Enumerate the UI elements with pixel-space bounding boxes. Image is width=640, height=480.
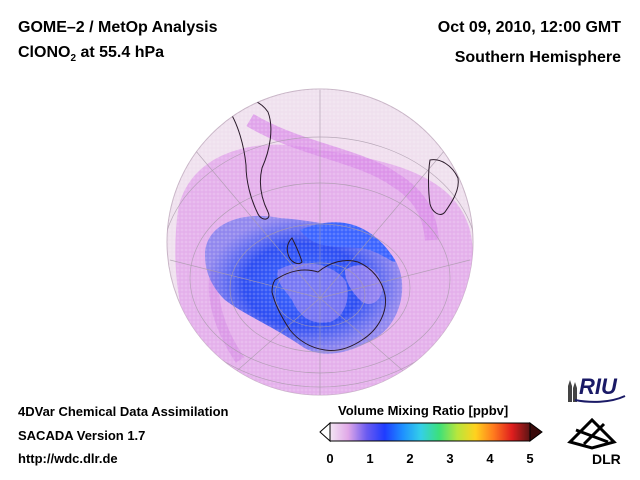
colorbar-tick-label: 2: [406, 451, 414, 466]
species-level: at 55.4 hPa: [76, 44, 165, 61]
map-title: GOME–2 / MetOp Analysis: [18, 19, 218, 36]
version-label: SACADA Version 1.7: [18, 428, 146, 443]
colorbar-left-arrow: [319, 421, 331, 443]
riu-cathedral-icon: [568, 380, 577, 402]
africa-coast: [428, 159, 459, 215]
source-url[interactable]: http://wdc.dlr.de: [18, 451, 118, 466]
method-label: 4DVar Chemical Data Assimilation: [18, 404, 229, 419]
dlr-logo: DLR: [567, 417, 621, 467]
dlr-logo-text: DLR: [592, 451, 621, 467]
dlr-emblem-icon: [567, 417, 617, 450]
graticule: [167, 90, 473, 395]
colorbar-title: Volume Mixing Ratio [ppbv]: [338, 403, 509, 418]
colorbar-right-arrow: [529, 422, 543, 442]
riu-logo-text: RIU: [579, 374, 618, 399]
hemisphere-label: Southern Hemisphere: [454, 49, 621, 66]
species-label: ClONO2 at 55.4 hPa: [18, 45, 164, 64]
colorbar: [319, 421, 543, 443]
coastlines: [229, 97, 459, 395]
antarctic-peninsula-coast: [286, 237, 303, 265]
species-name: ClONO: [18, 44, 71, 61]
antarctica-coast: [271, 259, 387, 351]
colorbar-tick-label: 3: [446, 451, 454, 466]
colorbar-tick-label: 0: [326, 451, 334, 466]
species-subscript: 2: [70, 53, 77, 65]
riu-swoosh: [574, 395, 626, 403]
riu-logo: RIU: [568, 374, 626, 403]
colorbar-tick-label: 4: [486, 451, 494, 466]
colorbar-tick-label: 1: [366, 451, 374, 466]
south-america-coast: [229, 97, 272, 220]
colorbar-gradient: [329, 422, 531, 442]
colorbar-tick-label: 5: [526, 451, 534, 466]
analysis-datetime: Oct 09, 2010, 12:00 GMT: [437, 19, 621, 36]
